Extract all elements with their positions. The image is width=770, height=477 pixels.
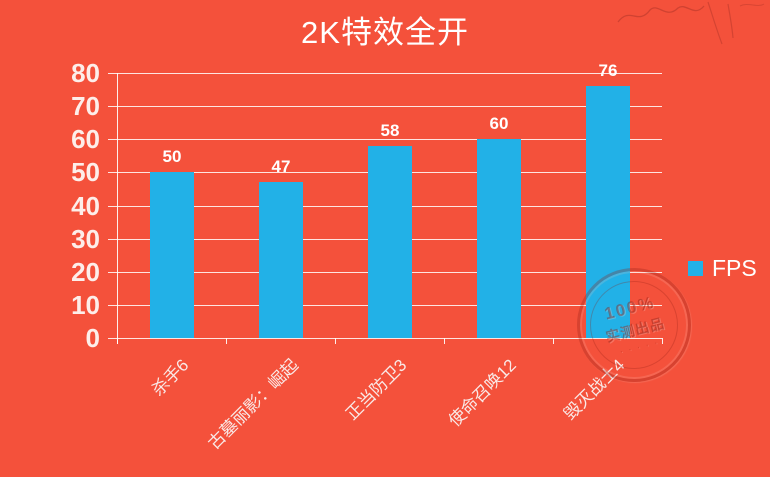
chart-title: 2K特效全开 xyxy=(301,15,469,50)
y-tick-label-10: 10 xyxy=(71,290,100,320)
bar-正当防卫3 xyxy=(368,146,412,338)
x-axis-tick-2 xyxy=(335,338,336,344)
x-axis-tick-3 xyxy=(444,338,445,344)
legend: FPS xyxy=(688,255,757,281)
x-category-label-4: 使命召唤12 xyxy=(444,355,520,431)
bar-value-毁灭战士4: 76 xyxy=(598,61,618,80)
bar-value-使命召唤12: 60 xyxy=(489,114,509,133)
bar-value-正当防卫3: 58 xyxy=(380,121,400,140)
gridline-0 xyxy=(108,338,662,339)
gridline-70 xyxy=(108,106,662,107)
y-tick-label-30: 30 xyxy=(71,224,100,254)
bar-毁灭战士4 xyxy=(586,86,630,338)
x-category-label-2: 古墓丽影：崛起 xyxy=(203,355,302,454)
bar-古墓丽影：崛起 xyxy=(259,182,303,338)
y-axis-line xyxy=(117,73,118,344)
bar-杀手6 xyxy=(150,172,194,338)
bar-value-古墓丽影：崛起: 47 xyxy=(271,157,291,176)
x-axis-tick-5 xyxy=(662,338,663,344)
gridline-60 xyxy=(108,139,662,140)
bar-value-杀手6: 50 xyxy=(162,147,182,166)
x-axis-tick-4 xyxy=(553,338,554,344)
y-tick-label-60: 60 xyxy=(71,124,100,154)
x-axis-tick-1 xyxy=(226,338,227,344)
x-category-label-5: 毁灭战士4 xyxy=(560,355,629,424)
x-category-label-3: 正当防卫3 xyxy=(342,355,411,424)
gridline-80 xyxy=(108,73,662,74)
x-axis-tick-0 xyxy=(117,338,118,344)
y-tick-label-70: 70 xyxy=(71,91,100,121)
watermark-stamp-dots: · · · · · xyxy=(618,337,661,357)
y-tick-label-0: 0 xyxy=(85,323,100,353)
legend-label-fps: FPS xyxy=(712,255,757,281)
y-tick-label-50: 50 xyxy=(71,157,100,187)
bar-使命召唤12 xyxy=(477,139,521,338)
x-category-label-1: 杀手6 xyxy=(148,355,193,400)
legend-swatch-fps xyxy=(688,260,703,276)
y-tick-label-80: 80 xyxy=(71,58,100,88)
y-tick-label-20: 20 xyxy=(71,257,100,287)
y-tick-label-40: 40 xyxy=(71,191,100,221)
